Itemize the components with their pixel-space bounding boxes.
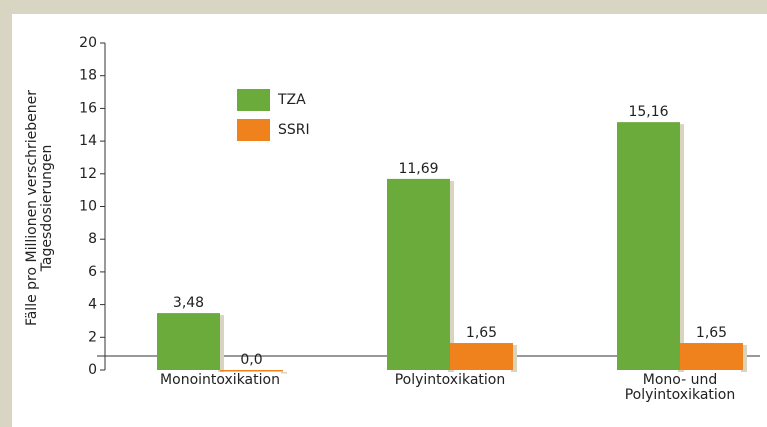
bar-shadow [741,345,747,372]
bar-shadow [511,345,517,372]
x-tick-label: Mono- und Polyintoxikation [624,372,736,403]
y-tick-label: 20 [79,35,97,51]
y-tick-label: 12 [79,166,97,182]
y-tick-label: 18 [79,68,97,84]
legend-label: TZA [277,92,306,108]
legend-swatch [237,89,270,111]
bar-shadow [281,372,287,374]
value-label: 15,16 [628,104,668,120]
value-label: 1,65 [466,325,497,341]
x-tick-label: Polyintoxikation [394,372,506,388]
y-tick-label: 16 [79,100,97,116]
bar [617,122,680,370]
y-tick-label: 6 [88,264,97,280]
y-tick-label: 14 [79,133,97,149]
bar-shadow [448,180,454,372]
y-tick-label: 4 [88,297,97,313]
y-tick-label: 8 [88,231,97,247]
value-label: 11,69 [398,161,438,177]
bar-shadow [678,124,684,372]
legend-swatch [237,119,270,141]
legend-label: SSRI [278,122,310,138]
y-tick-label: 0 [88,362,97,378]
bar-shadow [218,315,224,372]
bar [387,178,450,370]
value-label: 0,0 [240,352,262,368]
bar [680,343,743,370]
y-tick-label: 10 [79,199,97,215]
value-label: 1,65 [696,325,727,341]
x-tick-label: Monointoxikation [160,372,280,388]
value-label: 3,48 [173,295,204,311]
y-axis-label: Fälle pro Millionen verschriebener Tages… [24,89,55,327]
bar [157,313,220,370]
y-tick-label: 2 [88,329,97,345]
bar [220,370,283,372]
bar [450,343,513,370]
